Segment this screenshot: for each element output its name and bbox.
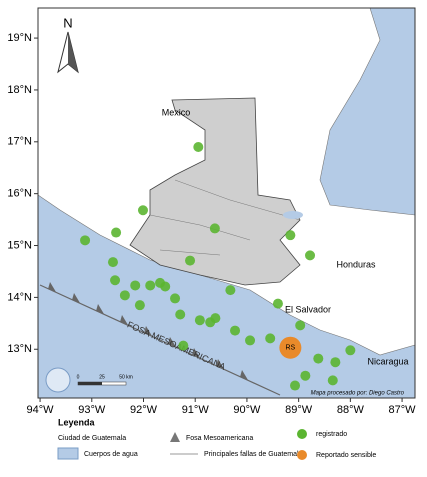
epicenter: [111, 227, 122, 238]
north-arrow: [57, 31, 79, 74]
epicenter: [134, 300, 145, 311]
scale-label: 0: [77, 374, 80, 380]
legend-title: Leyenda: [58, 417, 96, 427]
trench-line: [39, 284, 281, 396]
epicenter: [107, 257, 118, 268]
epicenter: [170, 293, 181, 304]
y-tick-label: 14°N: [7, 291, 32, 303]
country-label: El Salvador: [285, 304, 331, 314]
epicenter: [175, 309, 186, 320]
epicenter: [285, 230, 296, 241]
epicenter: [80, 235, 91, 246]
epicenter: [230, 325, 241, 336]
epicenter: [225, 285, 236, 296]
epicenter: [313, 353, 324, 364]
x-tick-label: 93°W: [78, 404, 106, 416]
legend-label: Principales fallas de Guatemala: [204, 451, 303, 458]
epicenter: [145, 280, 156, 291]
legend-label: Reportado sensible: [316, 452, 376, 459]
felt-epicenter: [279, 336, 302, 359]
faults: [149, 179, 301, 256]
epicenter: [330, 357, 341, 368]
epicenter: [185, 255, 196, 266]
epicenter: [265, 333, 276, 344]
epicenter: [290, 380, 301, 391]
epicenter: [295, 320, 306, 331]
legend-recorded: [297, 429, 307, 439]
legend-water: [57, 447, 79, 460]
felt-label: RS: [286, 345, 296, 352]
x-tick-label: 90°W: [233, 404, 261, 416]
epicenter: [178, 340, 189, 351]
x-tick-label: 87°W: [389, 404, 417, 416]
epicenter: [193, 141, 204, 152]
epicenter: [210, 313, 221, 324]
epicenter: [130, 280, 141, 291]
north-label: N: [63, 15, 72, 30]
x-tick-label: 92°W: [130, 404, 158, 416]
y-tick-label: 17°N: [7, 136, 32, 148]
epicenter: [345, 345, 356, 356]
legend-trench: [170, 432, 180, 442]
epicenter: [245, 335, 256, 346]
y-tick-label: 16°N: [7, 188, 32, 200]
country-label: Nicaragua: [367, 356, 408, 366]
scale-bar: [77, 381, 127, 386]
epicenter: [194, 315, 205, 326]
country-label: Honduras: [336, 259, 376, 269]
epicenter: [110, 275, 121, 286]
scale-label: 25: [99, 374, 105, 380]
scale-label: 50 km: [119, 374, 133, 380]
y-tick-label: 15°N: [7, 239, 32, 251]
lake: [283, 211, 303, 219]
legend-label: Fosa Mesoamericana: [186, 435, 253, 442]
y-tick-label: 18°N: [7, 84, 32, 96]
epicenter: [137, 205, 148, 216]
epicenter: [155, 277, 166, 288]
guatemala: [129, 97, 301, 286]
legend-label: registrado: [316, 431, 347, 438]
trench-teeth: [48, 282, 248, 380]
logo: [45, 367, 71, 393]
map-frame: [37, 7, 416, 399]
y-tick-label: 19°N: [7, 32, 32, 44]
y-tick-label: 13°N: [7, 343, 32, 355]
epicenter: [272, 298, 283, 309]
credit: Mapa procesado por: Diego Castro: [311, 391, 405, 397]
epicenter: [209, 223, 220, 234]
x-tick-label: 89°W: [285, 404, 313, 416]
map-marks: 94°W 93°W 92°W 91°W 90°W 89°W 88°W 87°W 13°N 14°N…: [7, 32, 416, 416]
epicenter: [327, 375, 338, 386]
x-tick-label: 88°W: [337, 404, 365, 416]
epicenter: [300, 370, 311, 381]
legend-label: Cuerpos de agua: [84, 451, 138, 458]
epicenter: [305, 250, 316, 261]
legend-label: Ciudad de Guatemala: [58, 435, 126, 442]
country-label: Mexico: [162, 107, 191, 117]
epicenter: [119, 290, 130, 301]
x-tick-label: 91°W: [182, 404, 210, 416]
legend-felt: [297, 450, 307, 460]
x-tick-label: 94°W: [27, 404, 55, 416]
